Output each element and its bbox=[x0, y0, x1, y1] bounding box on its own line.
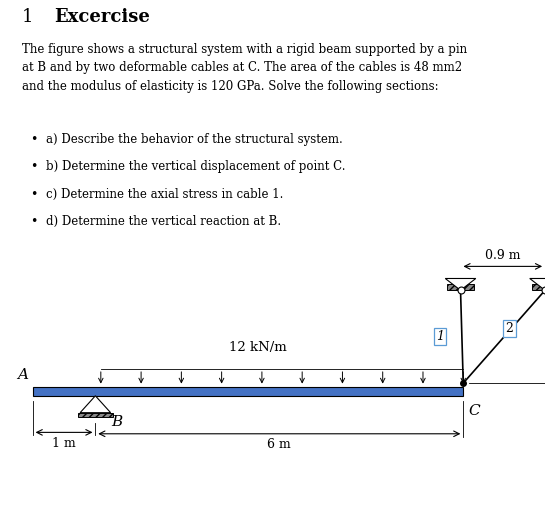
Text: 6 m: 6 m bbox=[268, 438, 291, 451]
Text: B: B bbox=[112, 416, 123, 429]
Bar bbox=[447, 284, 474, 290]
Text: •: • bbox=[30, 132, 38, 145]
Text: C: C bbox=[469, 404, 480, 418]
Text: The figure shows a structural system with a rigid beam supported by a pin
at B a: The figure shows a structural system wit… bbox=[22, 43, 467, 93]
Polygon shape bbox=[530, 279, 545, 290]
Bar bbox=[77, 413, 113, 417]
Text: •: • bbox=[30, 188, 38, 201]
Text: •: • bbox=[30, 160, 38, 173]
Text: b) Determine the vertical displacement of point C.: b) Determine the vertical displacement o… bbox=[46, 160, 346, 173]
Text: A: A bbox=[17, 368, 28, 382]
Text: a) Describe the behavior of the structural system.: a) Describe the behavior of the structur… bbox=[46, 132, 343, 145]
Bar bbox=[33, 388, 463, 396]
Text: 1: 1 bbox=[436, 330, 444, 343]
Text: d) Determine the vertical reaction at B.: d) Determine the vertical reaction at B. bbox=[46, 215, 281, 228]
Text: 2: 2 bbox=[506, 322, 513, 335]
Text: 12 kN/m: 12 kN/m bbox=[229, 341, 286, 354]
Bar bbox=[532, 284, 545, 290]
Text: 0.9 m: 0.9 m bbox=[485, 249, 520, 262]
Polygon shape bbox=[445, 279, 476, 290]
Polygon shape bbox=[80, 396, 111, 413]
Text: Excercise: Excercise bbox=[54, 7, 150, 26]
Text: 1: 1 bbox=[22, 7, 33, 26]
Text: c) Determine the axial stress in cable 1.: c) Determine the axial stress in cable 1… bbox=[46, 188, 284, 201]
Text: 1 m: 1 m bbox=[52, 437, 76, 450]
Text: •: • bbox=[30, 215, 38, 228]
